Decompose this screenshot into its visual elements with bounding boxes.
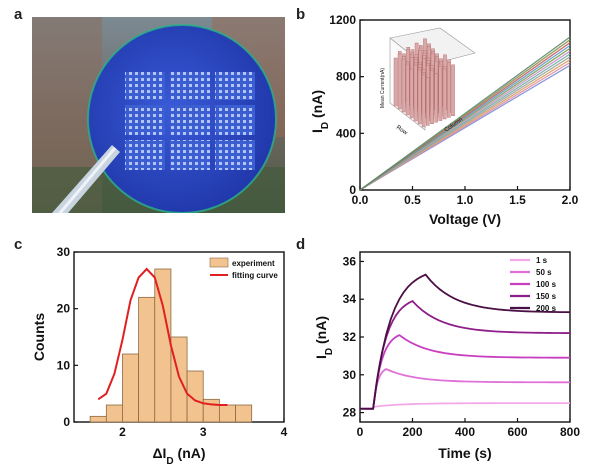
d-legend-label: 150 s xyxy=(536,292,557,301)
d-series-line xyxy=(360,273,571,410)
d-x-tick-label: 200 xyxy=(402,425,422,439)
c-histogram-bar xyxy=(138,296,156,423)
c-y-tick-label: 10 xyxy=(57,358,71,372)
b-x-tick-label: 0.5 xyxy=(404,193,421,207)
d-y-tick-label: 34 xyxy=(343,292,357,306)
d-y-axis-label: ID (nA) xyxy=(313,316,335,359)
b-inset-bar xyxy=(446,62,451,118)
c-x-axis-label: ΔID (nA) xyxy=(152,445,205,467)
b-inset-bar xyxy=(413,64,418,122)
b-y-tick-label: 800 xyxy=(336,70,356,84)
c-legend-label-experiment: experiment xyxy=(232,259,275,268)
b-inset-bar xyxy=(401,58,406,113)
c-x-tick-label: 4 xyxy=(281,425,288,439)
b-inset-bar xyxy=(442,68,447,120)
c-y-axis-label: Counts xyxy=(31,313,47,361)
b-inset-bar xyxy=(417,69,422,125)
b-iv-curve xyxy=(359,36,571,191)
c-y-tick-label: 0 xyxy=(63,415,70,429)
b-inset-bar xyxy=(438,66,443,121)
d-plot-frame xyxy=(359,251,571,423)
c-x-tick-label: 2 xyxy=(119,425,126,439)
wafer-photo xyxy=(32,17,285,213)
c-y-tick-label: 20 xyxy=(57,302,71,316)
d-x-axis-label: Time (s) xyxy=(438,445,491,461)
c-histogram-bar xyxy=(122,353,140,423)
d-legend: 1 s 50 s 100 s 150 s 200 s xyxy=(510,256,557,313)
d-x-tick-label: 0 xyxy=(357,425,364,439)
d-y-tick-label: 30 xyxy=(343,368,357,382)
panel-label-d: d xyxy=(296,236,306,253)
c-histogram-bar xyxy=(89,415,107,423)
b-inset-bar3d: Mean Current(nA)Row Column xyxy=(380,27,476,137)
d-series-line xyxy=(360,402,571,410)
b-x-axis-label: Voltage (V) xyxy=(429,211,501,227)
b-y-axis-label: ID (nA) xyxy=(309,90,331,133)
b-y-tick-label: 400 xyxy=(336,126,356,140)
b-inset-bar xyxy=(421,74,426,128)
d-series-line xyxy=(360,334,571,410)
panel-label-b: b xyxy=(296,6,306,23)
chart-c: 2 3 4 0 10 20 30 experiment fitting curve ΔID (nA… xyxy=(31,245,288,467)
b-y-tick-label: 0 xyxy=(349,183,356,197)
b-inset-bar xyxy=(409,68,414,119)
b-inset-bar xyxy=(430,70,434,124)
c-histogram-bar xyxy=(218,404,236,423)
c-legend: experiment fitting curve xyxy=(209,257,278,280)
d-x-tick-label: 600 xyxy=(507,425,527,439)
c-legend-label-fit: fitting curve xyxy=(232,271,278,280)
d-legend-label: 50 s xyxy=(536,268,552,277)
chart-d: 0 200 400 600 800 28 30 32 34 36 1 s 50 s 100 s 150 s… xyxy=(313,251,580,461)
d-y-tick-label: 36 xyxy=(343,254,357,268)
b-inset-row-label: Row xyxy=(395,125,409,137)
chart-b: 0.0 0.5 1.0 1.5 2.0 0 400 800 1200 Voltage (V) ID … xyxy=(309,13,579,227)
d-y-tick-label: 32 xyxy=(343,330,357,344)
d-x-tick-label: 400 xyxy=(455,425,475,439)
c-histogram-bar xyxy=(170,336,188,423)
b-x-tick-label: 1.0 xyxy=(457,193,474,207)
b-inset-z-label: Mean Current(nA) xyxy=(380,68,386,108)
b-y-tick-label: 1200 xyxy=(329,13,356,27)
c-fitting-curve xyxy=(97,267,228,406)
b-x-tick-label: 1.5 xyxy=(509,193,526,207)
b-inset-bar xyxy=(405,63,410,116)
d-series-line xyxy=(360,300,571,410)
b-inset-bar xyxy=(393,57,398,107)
c-histogram-bar xyxy=(105,404,123,423)
device-array xyxy=(125,72,255,170)
b-inset-bar xyxy=(426,77,430,126)
panel-label-a: a xyxy=(14,6,23,23)
d-legend-label: 1 s xyxy=(536,256,548,265)
d-x-tick-label: 800 xyxy=(560,425,580,439)
b-inset-bar xyxy=(434,73,438,123)
d-series-line xyxy=(360,368,571,410)
d-legend-label: 100 s xyxy=(536,280,557,289)
c-histogram-bar xyxy=(235,404,253,423)
c-x-tick-label: 3 xyxy=(200,425,207,439)
b-inset-bar xyxy=(451,64,455,116)
c-y-tick-label: 30 xyxy=(57,245,71,259)
c-legend-swatch-experiment xyxy=(209,257,229,268)
panel-label-c: c xyxy=(14,236,23,253)
c-histogram-bar xyxy=(154,268,172,423)
d-legend-label: 200 s xyxy=(536,304,557,313)
b-x-tick-label: 0.0 xyxy=(352,193,369,207)
c-histogram-bar xyxy=(186,370,204,423)
b-x-tick-label: 2.0 xyxy=(562,193,579,207)
d-y-tick-label: 28 xyxy=(343,406,357,420)
b-inset-bar xyxy=(397,53,402,110)
